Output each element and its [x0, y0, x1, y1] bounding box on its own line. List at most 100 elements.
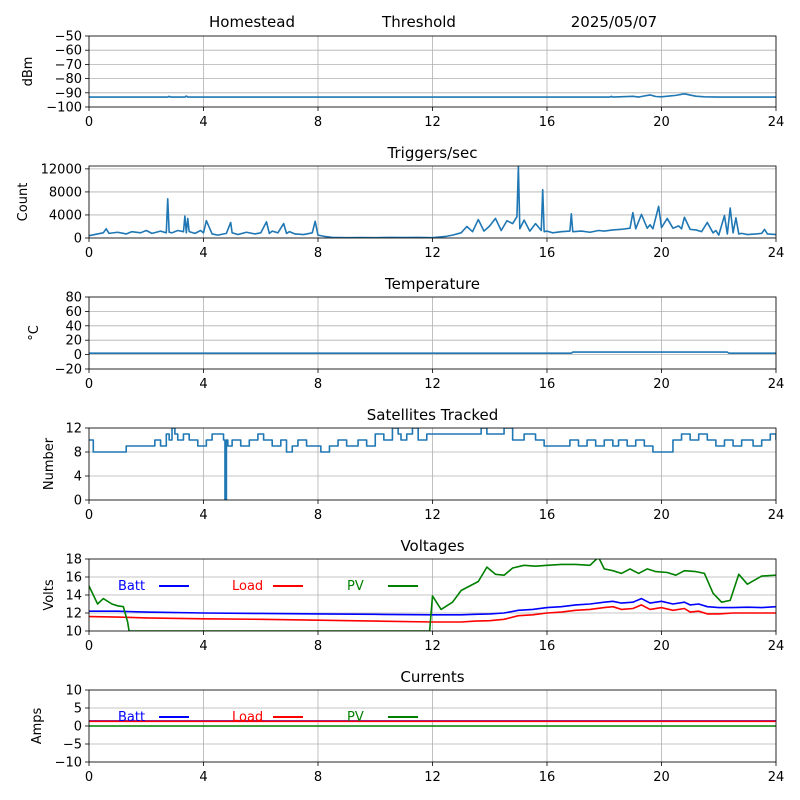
y-tick-label: 8000 [49, 185, 82, 200]
y-tick-label: −60 [55, 44, 82, 59]
panel-4: 0 4 8 12 16 20 24 0 4 8 12 Satellites Tracked Number [42, 406, 784, 523]
x-tick-label: 16 [539, 246, 556, 261]
series-batt-line [89, 597, 776, 616]
plot-area [89, 351, 776, 354]
date-label: 2025/05/07 [571, 13, 657, 31]
series-line [89, 92, 776, 98]
y-tick-label: −80 [55, 72, 82, 87]
panel-6: 0 4 8 12 16 20 24 −10 −5 0 5 10 Currents Amps Batt Load… [30, 668, 784, 785]
x-tick-label: 8 [314, 377, 322, 392]
y-tick-label: −5 [63, 738, 82, 753]
x-tick-label: 4 [199, 770, 207, 785]
y-tick-label: 80 [65, 291, 82, 306]
y-tick-label: 10 [65, 625, 82, 640]
y-tick-label: 10 [65, 684, 82, 699]
legend-label-batt: Batt [118, 579, 145, 594]
y-tick-label: 14 [65, 589, 82, 604]
x-tick-label: 4 [199, 115, 207, 130]
y-tick-label: 4 [74, 470, 82, 485]
y-axis-label: Count [16, 183, 31, 222]
x-tick-label: 0 [85, 115, 93, 130]
x-tick-label: 4 [199, 639, 207, 654]
x-tick-label: 20 [653, 115, 670, 130]
x-tick-label: 24 [768, 508, 785, 523]
x-tick-label: 12 [424, 639, 441, 654]
plot-area [89, 428, 776, 500]
x-tick-label: 20 [653, 377, 670, 392]
y-tick-label: −20 [55, 363, 82, 378]
x-tick-label: 16 [539, 377, 556, 392]
y-tick-label: 16 [65, 571, 82, 586]
series-line [89, 428, 776, 500]
x-tick-label: 12 [424, 377, 441, 392]
x-tick-label: 8 [314, 115, 322, 130]
plot-area [89, 559, 776, 631]
x-tick-label: 16 [539, 115, 556, 130]
panel-title: Satellites Tracked [367, 406, 498, 424]
panel-title: Voltages [400, 537, 464, 555]
y-tick-label: 5 [74, 702, 82, 717]
threshold-label: Threshold [381, 13, 456, 31]
x-tick-label: 12 [424, 508, 441, 523]
panel-2: 0 4 8 12 16 20 24 0 4000 8000 12000 Triggers/sec Cou… [16, 144, 784, 261]
x-tick-label: 24 [768, 377, 785, 392]
panel-title: Triggers/sec [387, 144, 478, 162]
x-tick-label: 0 [85, 508, 93, 523]
panel-title: Temperature [384, 275, 480, 293]
y-tick-label: 8 [74, 446, 82, 461]
x-tick-label: 8 [314, 770, 322, 785]
legend-label-pv: PV [347, 579, 364, 594]
x-tick-label: 4 [199, 246, 207, 261]
y-tick-label: 20 [65, 334, 82, 349]
x-tick-label: 4 [199, 508, 207, 523]
x-tick-label: 4 [199, 377, 207, 392]
x-tick-label: 24 [768, 770, 785, 785]
legend-label-pv: PV [347, 710, 364, 725]
y-axis-label: dBm [21, 57, 36, 87]
panel-5: 0 4 8 12 16 20 24 10 12 14 16 18 Voltages Volts Batt Lo… [42, 537, 784, 654]
plot-area [89, 166, 776, 238]
series-line [89, 166, 776, 238]
x-tick-label: 16 [539, 508, 556, 523]
x-tick-label: 20 [653, 639, 670, 654]
x-tick-label: 20 [653, 508, 670, 523]
plot-area [89, 720, 776, 727]
x-tick-label: 20 [653, 770, 670, 785]
x-tick-label: 8 [314, 246, 322, 261]
x-tick-label: 0 [85, 770, 93, 785]
x-tick-label: 16 [539, 770, 556, 785]
x-tick-label: 12 [424, 770, 441, 785]
y-axis-label: Volts [42, 579, 57, 611]
station-name: Homestead [209, 13, 295, 31]
x-tick-label: 24 [768, 115, 785, 130]
y-tick-label: −70 [55, 58, 82, 73]
x-tick-label: 0 [85, 246, 93, 261]
y-tick-label: 0 [74, 720, 82, 735]
x-tick-label: 8 [314, 639, 322, 654]
y-tick-label: −50 [55, 30, 82, 45]
y-tick-label: 4000 [49, 208, 82, 223]
y-tick-label: 18 [65, 553, 82, 568]
series-pv-line [89, 559, 776, 631]
legend-label-load: Load [232, 579, 263, 594]
x-tick-label: 16 [539, 639, 556, 654]
x-tick-label: 24 [768, 246, 785, 261]
y-tick-label: 12 [65, 422, 82, 437]
x-tick-label: 12 [424, 246, 441, 261]
y-tick-label: −100 [46, 101, 82, 116]
x-tick-label: 12 [424, 115, 441, 130]
y-tick-label: 0 [74, 494, 82, 509]
y-tick-label: 12 [65, 607, 82, 622]
y-axis-label: °C [27, 325, 42, 341]
y-axis-label: Amps [30, 707, 45, 744]
y-tick-label: −90 [55, 86, 82, 101]
legend-label-load: Load [232, 710, 263, 725]
y-tick-label: 40 [65, 319, 82, 334]
legend-label-batt: Batt [118, 710, 145, 725]
panel-1: 0 4 8 12 16 20 24 −100−90−80−70−60−50 dBm [21, 30, 784, 131]
x-tick-label: 0 [85, 639, 93, 654]
y-tick-label: 0 [74, 232, 82, 247]
series-load-line [89, 604, 776, 623]
